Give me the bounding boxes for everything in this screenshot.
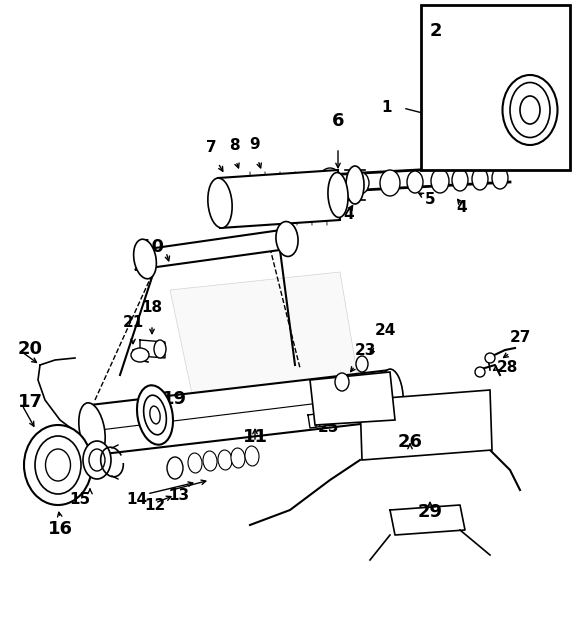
Polygon shape bbox=[218, 170, 340, 228]
Ellipse shape bbox=[335, 373, 349, 391]
Ellipse shape bbox=[35, 436, 81, 494]
Text: 20: 20 bbox=[18, 340, 43, 358]
Ellipse shape bbox=[317, 168, 343, 200]
Text: 25: 25 bbox=[318, 420, 339, 435]
Text: 29: 29 bbox=[417, 503, 443, 521]
Text: 28: 28 bbox=[497, 360, 519, 375]
Text: 12: 12 bbox=[144, 498, 166, 513]
Ellipse shape bbox=[188, 453, 202, 473]
Polygon shape bbox=[310, 372, 395, 425]
Text: 18: 18 bbox=[141, 300, 163, 315]
Text: 22: 22 bbox=[338, 382, 359, 397]
Text: 8: 8 bbox=[229, 138, 239, 153]
Ellipse shape bbox=[520, 96, 540, 124]
Ellipse shape bbox=[208, 178, 232, 228]
Ellipse shape bbox=[492, 167, 508, 189]
Circle shape bbox=[485, 353, 495, 363]
Text: 4: 4 bbox=[457, 200, 467, 215]
Text: 11: 11 bbox=[243, 428, 267, 446]
Text: 6: 6 bbox=[332, 112, 344, 130]
Ellipse shape bbox=[45, 449, 71, 481]
Text: 4: 4 bbox=[344, 207, 354, 222]
Ellipse shape bbox=[167, 457, 183, 479]
Text: 1: 1 bbox=[381, 100, 392, 116]
Ellipse shape bbox=[24, 425, 92, 505]
Ellipse shape bbox=[328, 172, 348, 218]
Text: 7: 7 bbox=[206, 140, 216, 155]
Text: 23: 23 bbox=[355, 343, 377, 358]
Ellipse shape bbox=[154, 340, 166, 358]
Ellipse shape bbox=[133, 239, 156, 279]
Ellipse shape bbox=[79, 403, 105, 457]
Ellipse shape bbox=[150, 406, 160, 424]
Polygon shape bbox=[170, 272, 360, 408]
Text: 26: 26 bbox=[397, 433, 423, 451]
Ellipse shape bbox=[144, 395, 166, 435]
Ellipse shape bbox=[510, 83, 550, 137]
Circle shape bbox=[475, 367, 485, 377]
Ellipse shape bbox=[276, 221, 298, 256]
Text: 14: 14 bbox=[126, 492, 147, 507]
Ellipse shape bbox=[231, 448, 245, 468]
Ellipse shape bbox=[380, 170, 400, 196]
Text: 2: 2 bbox=[430, 22, 442, 40]
Polygon shape bbox=[135, 228, 295, 270]
Text: 5: 5 bbox=[425, 192, 436, 207]
Text: 16: 16 bbox=[48, 520, 72, 538]
Ellipse shape bbox=[83, 441, 111, 479]
Text: 15: 15 bbox=[69, 492, 90, 507]
Text: 10: 10 bbox=[140, 238, 165, 256]
Ellipse shape bbox=[407, 171, 423, 193]
Text: 13: 13 bbox=[168, 488, 189, 503]
Ellipse shape bbox=[296, 174, 314, 196]
Ellipse shape bbox=[218, 450, 232, 470]
Ellipse shape bbox=[203, 451, 217, 471]
Ellipse shape bbox=[381, 369, 403, 421]
Text: 9: 9 bbox=[250, 137, 260, 152]
Polygon shape bbox=[360, 390, 492, 460]
Ellipse shape bbox=[275, 175, 295, 197]
Ellipse shape bbox=[351, 172, 369, 194]
Text: 27: 27 bbox=[510, 330, 531, 345]
Ellipse shape bbox=[431, 169, 449, 193]
Bar bbox=[421, 5, 570, 170]
Polygon shape bbox=[90, 370, 395, 455]
Ellipse shape bbox=[356, 356, 368, 372]
Ellipse shape bbox=[89, 449, 105, 471]
Ellipse shape bbox=[137, 385, 173, 445]
Ellipse shape bbox=[346, 166, 364, 204]
Ellipse shape bbox=[472, 168, 488, 190]
Text: 17: 17 bbox=[18, 393, 43, 411]
Ellipse shape bbox=[245, 446, 259, 466]
Ellipse shape bbox=[503, 75, 558, 145]
Ellipse shape bbox=[452, 169, 468, 191]
Text: 24: 24 bbox=[375, 323, 396, 338]
Text: 21: 21 bbox=[122, 315, 144, 330]
Text: 19: 19 bbox=[162, 390, 187, 408]
Ellipse shape bbox=[131, 348, 149, 362]
Text: 3: 3 bbox=[504, 153, 515, 169]
